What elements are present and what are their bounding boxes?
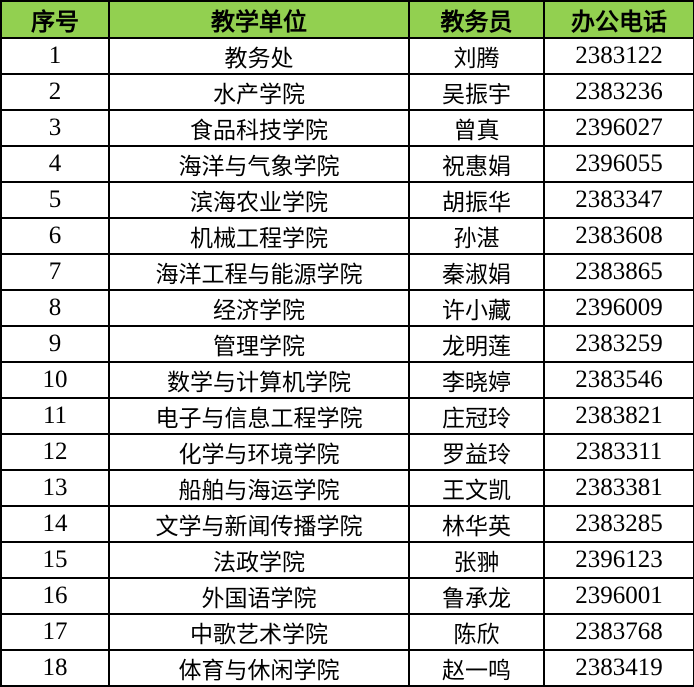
table-row: 4 海洋与气象学院 祝惠娟 2396055 bbox=[0, 145, 694, 183]
phone-cell: 2396009 bbox=[543, 289, 694, 327]
staff-cell: 刘腾 bbox=[408, 37, 545, 75]
table-row: 12 化学与环境学院 罗益玲 2383311 bbox=[0, 433, 694, 471]
unit-cell: 水产学院 bbox=[108, 73, 410, 111]
table-row: 7 海洋工程与能源学院 秦淑娟 2383865 bbox=[0, 253, 694, 291]
index-cell: 4 bbox=[0, 145, 110, 183]
unit-cell: 电子与信息工程学院 bbox=[108, 397, 410, 435]
unit-cell: 化学与环境学院 bbox=[108, 433, 410, 471]
table-row: 6 机械工程学院 孙湛 2383608 bbox=[0, 217, 694, 255]
phone-cell: 2396001 bbox=[543, 577, 694, 615]
index-cell: 8 bbox=[0, 289, 110, 327]
staff-cell: 胡振华 bbox=[408, 181, 545, 219]
staff-cell: 许小藏 bbox=[408, 289, 545, 327]
index-cell: 9 bbox=[0, 325, 110, 363]
staff-cell: 王文凯 bbox=[408, 469, 545, 507]
phone-cell: 2383122 bbox=[543, 37, 694, 75]
unit-cell: 机械工程学院 bbox=[108, 217, 410, 255]
staff-cell: 吴振宇 bbox=[408, 73, 545, 111]
index-cell: 6 bbox=[0, 217, 110, 255]
index-cell: 3 bbox=[0, 109, 110, 147]
index-cell: 16 bbox=[0, 577, 110, 615]
phone-cell: 2383546 bbox=[543, 361, 694, 399]
table-row: 2 水产学院 吴振宇 2383236 bbox=[0, 73, 694, 111]
phone-cell: 2383865 bbox=[543, 253, 694, 291]
index-cell: 11 bbox=[0, 397, 110, 435]
phone-cell: 2396123 bbox=[543, 541, 694, 579]
index-cell: 10 bbox=[0, 361, 110, 399]
staff-cell: 林华英 bbox=[408, 505, 545, 543]
phone-cell: 2383347 bbox=[543, 181, 694, 219]
table-row: 10 数学与计算机学院 李晓婷 2383546 bbox=[0, 361, 694, 399]
unit-cell: 体育与休闲学院 bbox=[108, 649, 410, 687]
index-cell: 18 bbox=[0, 649, 110, 687]
phone-cell: 2383381 bbox=[543, 469, 694, 507]
phone-cell: 2383311 bbox=[543, 433, 694, 471]
table-row: 1 教务处 刘腾 2383122 bbox=[0, 37, 694, 75]
header-row: 序号 教学单位 教务员 办公电话 bbox=[0, 0, 694, 39]
header-staff: 教务员 bbox=[408, 0, 545, 39]
index-cell: 1 bbox=[0, 37, 110, 75]
table-row: 17 中歌艺术学院 陈欣 2383768 bbox=[0, 613, 694, 651]
unit-cell: 中歌艺术学院 bbox=[108, 613, 410, 651]
table-row: 13 船舶与海运学院 王文凯 2383381 bbox=[0, 469, 694, 507]
table-row: 9 管理学院 龙明莲 2383259 bbox=[0, 325, 694, 363]
staff-cell: 秦淑娟 bbox=[408, 253, 545, 291]
table-row: 16 外国语学院 鲁承龙 2396001 bbox=[0, 577, 694, 615]
phone-cell: 2396055 bbox=[543, 145, 694, 183]
phone-cell: 2383419 bbox=[543, 649, 694, 687]
index-cell: 17 bbox=[0, 613, 110, 651]
table-row: 3 食品科技学院 曾真 2396027 bbox=[0, 109, 694, 147]
phone-cell: 2383821 bbox=[543, 397, 694, 435]
unit-cell: 海洋工程与能源学院 bbox=[108, 253, 410, 291]
staff-cell: 庄冠玲 bbox=[408, 397, 545, 435]
phone-cell: 2383259 bbox=[543, 325, 694, 363]
table-row: 5 滨海农业学院 胡振华 2383347 bbox=[0, 181, 694, 219]
unit-cell: 食品科技学院 bbox=[108, 109, 410, 147]
index-cell: 15 bbox=[0, 541, 110, 579]
index-cell: 13 bbox=[0, 469, 110, 507]
unit-cell: 法政学院 bbox=[108, 541, 410, 579]
unit-cell: 经济学院 bbox=[108, 289, 410, 327]
index-cell: 5 bbox=[0, 181, 110, 219]
unit-cell: 文学与新闻传播学院 bbox=[108, 505, 410, 543]
staff-cell: 张翀 bbox=[408, 541, 545, 579]
staff-cell: 曾真 bbox=[408, 109, 545, 147]
staff-cell: 孙湛 bbox=[408, 217, 545, 255]
unit-cell: 教务处 bbox=[108, 37, 410, 75]
table-row: 18 体育与休闲学院 赵一鸣 2383419 bbox=[0, 649, 694, 687]
staff-cell: 龙明莲 bbox=[408, 325, 545, 363]
staff-cell: 陈欣 bbox=[408, 613, 545, 651]
header-index: 序号 bbox=[0, 0, 110, 39]
phone-cell: 2383285 bbox=[543, 505, 694, 543]
staff-cell: 罗益玲 bbox=[408, 433, 545, 471]
unit-cell: 滨海农业学院 bbox=[108, 181, 410, 219]
index-cell: 2 bbox=[0, 73, 110, 111]
staff-cell: 鲁承龙 bbox=[408, 577, 545, 615]
table-row: 14 文学与新闻传播学院 林华英 2383285 bbox=[0, 505, 694, 543]
staff-cell: 赵一鸣 bbox=[408, 649, 545, 687]
unit-cell: 海洋与气象学院 bbox=[108, 145, 410, 183]
index-cell: 12 bbox=[0, 433, 110, 471]
unit-cell: 船舶与海运学院 bbox=[108, 469, 410, 507]
unit-cell: 管理学院 bbox=[108, 325, 410, 363]
staff-cell: 李晓婷 bbox=[408, 361, 545, 399]
unit-cell: 数学与计算机学院 bbox=[108, 361, 410, 399]
table-row: 15 法政学院 张翀 2396123 bbox=[0, 541, 694, 579]
phone-cell: 2383608 bbox=[543, 217, 694, 255]
index-cell: 7 bbox=[0, 253, 110, 291]
index-cell: 14 bbox=[0, 505, 110, 543]
staff-cell: 祝惠娟 bbox=[408, 145, 545, 183]
unit-cell: 外国语学院 bbox=[108, 577, 410, 615]
table-row: 8 经济学院 许小藏 2396009 bbox=[0, 289, 694, 327]
phone-cell: 2383768 bbox=[543, 613, 694, 651]
table-row: 11 电子与信息工程学院 庄冠玲 2383821 bbox=[0, 397, 694, 435]
header-phone: 办公电话 bbox=[543, 0, 694, 39]
phone-cell: 2383236 bbox=[543, 73, 694, 111]
phone-cell: 2396027 bbox=[543, 109, 694, 147]
header-unit: 教学单位 bbox=[108, 0, 410, 39]
